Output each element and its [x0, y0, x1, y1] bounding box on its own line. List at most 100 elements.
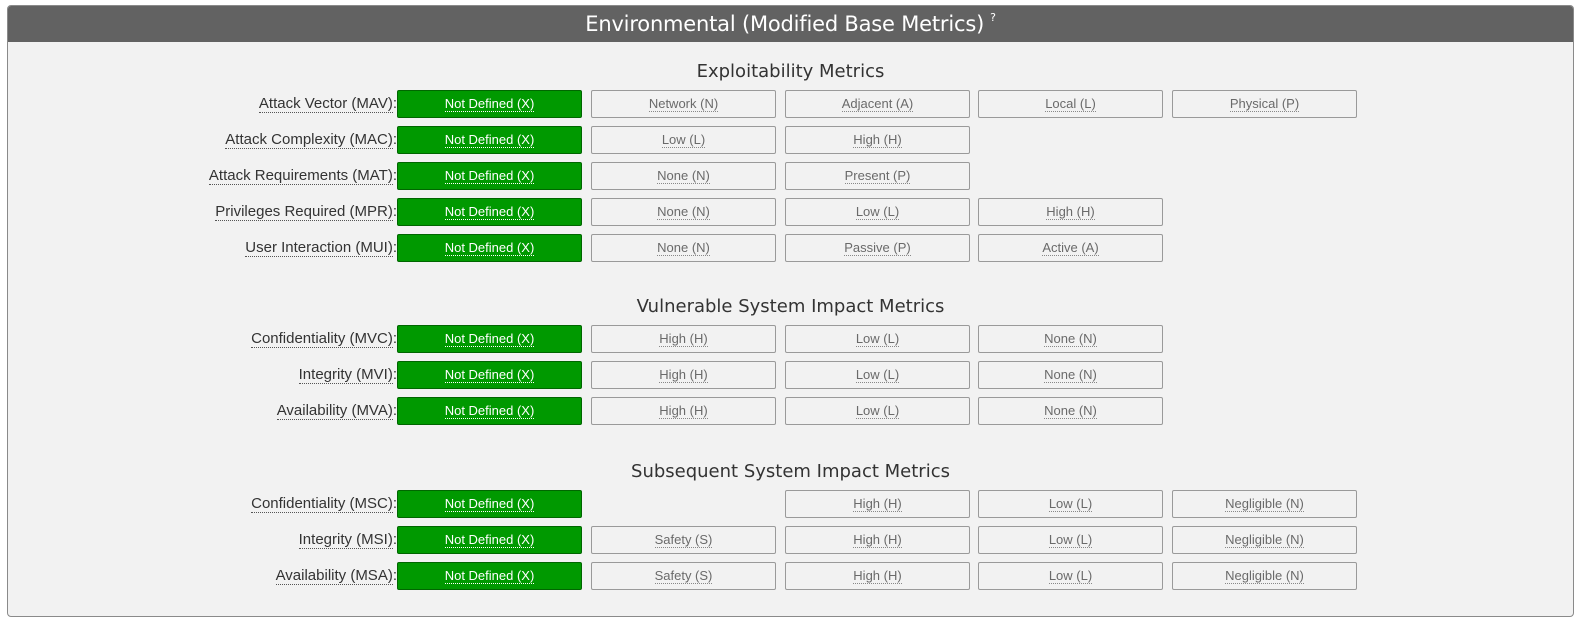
- metric-label-text[interactable]: Confidentiality (MVC): [251, 330, 393, 348]
- panel-header: Environmental (Modified Base Metrics) ?: [8, 6, 1573, 42]
- metric-label: Attack Complexity (MAC):: [225, 131, 397, 149]
- option-label: None (N): [1044, 366, 1097, 383]
- option-button-not-defined[interactable]: Not Defined (X): [397, 397, 582, 425]
- option-button-low[interactable]: Low (L): [591, 126, 776, 154]
- option-label: None (N): [657, 203, 710, 220]
- option-label: Present (P): [844, 167, 911, 184]
- metric-row-privileges-required: Privileges Required (MPR): Not Defined (X…: [8, 198, 1573, 226]
- option-button-negligible[interactable]: Negligible (N): [1172, 526, 1357, 554]
- option-label: Not Defined (X): [444, 203, 535, 220]
- option-label: High (H): [853, 567, 902, 584]
- option-label: Safety (S): [654, 567, 713, 584]
- option-label: None (N): [1044, 330, 1097, 347]
- option-button-local[interactable]: Local (L): [978, 90, 1163, 118]
- option-button-safety[interactable]: Safety (S): [591, 562, 776, 590]
- option-button-network[interactable]: Network (N): [591, 90, 776, 118]
- help-icon[interactable]: ?: [990, 10, 996, 24]
- metric-label-text[interactable]: Attack Requirements (MAT): [208, 167, 393, 185]
- metric-row-user-interaction: User Interaction (MUI): Not Defined (X) No…: [8, 234, 1573, 262]
- option-button-high[interactable]: High (H): [785, 126, 970, 154]
- option-button-low[interactable]: Low (L): [978, 562, 1163, 590]
- panel-title: Environmental (Modified Base Metrics): [585, 12, 985, 36]
- option-button-low[interactable]: Low (L): [785, 397, 970, 425]
- option-button-low[interactable]: Low (L): [785, 361, 970, 389]
- option-button-none[interactable]: None (N): [591, 198, 776, 226]
- option-button-low[interactable]: Low (L): [785, 325, 970, 353]
- metric-label-text[interactable]: Availability (MVA): [276, 402, 393, 420]
- option-label: Local (L): [1045, 95, 1096, 112]
- option-button-low[interactable]: Low (L): [785, 198, 970, 226]
- option-label: None (N): [657, 239, 710, 256]
- option-button-high[interactable]: High (H): [978, 198, 1163, 226]
- metric-label-text[interactable]: Attack Complexity (MAC): [225, 131, 393, 149]
- option-button-present[interactable]: Present (P): [785, 162, 970, 190]
- option-label: Low (L): [1048, 495, 1093, 512]
- option-button-not-defined[interactable]: Not Defined (X): [397, 162, 582, 190]
- option-button-none[interactable]: None (N): [978, 325, 1163, 353]
- option-label: Physical (P): [1229, 95, 1300, 112]
- option-button-none[interactable]: None (N): [591, 162, 776, 190]
- metric-row-integrity: Integrity (MSI): Not Defined (X) Safety (S…: [8, 526, 1573, 554]
- metric-label: Attack Vector (MAV):: [258, 95, 397, 113]
- metric-row-confidentiality: Confidentiality (MSC): Not Defined (X) Hig…: [8, 490, 1573, 518]
- option-button-low[interactable]: Low (L): [978, 490, 1163, 518]
- metric-label: Confidentiality (MVC):: [251, 330, 397, 348]
- option-button-negligible[interactable]: Negligible (N): [1172, 490, 1357, 518]
- option-label: None (N): [657, 167, 710, 184]
- option-label: Not Defined (X): [444, 495, 535, 512]
- option-button-none[interactable]: None (N): [591, 234, 776, 262]
- metric-label-text[interactable]: Availability (MSA): [275, 567, 393, 585]
- metric-label-text[interactable]: Attack Vector (MAV): [258, 95, 393, 113]
- option-button-high[interactable]: High (H): [591, 397, 776, 425]
- option-label: Not Defined (X): [444, 366, 535, 383]
- option-button-not-defined[interactable]: Not Defined (X): [397, 325, 582, 353]
- option-button-adjacent[interactable]: Adjacent (A): [785, 90, 970, 118]
- option-button-active[interactable]: Active (A): [978, 234, 1163, 262]
- option-button-high[interactable]: High (H): [591, 361, 776, 389]
- option-button-not-defined[interactable]: Not Defined (X): [397, 490, 582, 518]
- option-button-high[interactable]: High (H): [785, 490, 970, 518]
- option-button-low[interactable]: Low (L): [978, 526, 1163, 554]
- metric-label-text[interactable]: Confidentiality (MSC): [251, 495, 393, 513]
- option-button-not-defined[interactable]: Not Defined (X): [397, 198, 582, 226]
- option-button-none[interactable]: None (N): [978, 397, 1163, 425]
- option-label: Negligible (N): [1225, 495, 1304, 512]
- metric-row-confidentiality: Confidentiality (MVC): Not Defined (X) Hig…: [8, 325, 1573, 353]
- option-button-physical[interactable]: Physical (P): [1172, 90, 1357, 118]
- metric-row-integrity: Integrity (MVI): Not Defined (X) High (H) L…: [8, 361, 1573, 389]
- option-button-not-defined[interactable]: Not Defined (X): [397, 562, 582, 590]
- option-label: High (H): [853, 495, 902, 512]
- option-label: Not Defined (X): [444, 239, 535, 256]
- option-button-not-defined[interactable]: Not Defined (X): [397, 234, 582, 262]
- metric-label-text[interactable]: User Interaction (MUI): [245, 239, 393, 257]
- metric-label-text[interactable]: Privileges Required (MPR): [215, 203, 393, 221]
- option-label: Not Defined (X): [444, 95, 535, 112]
- option-label: Network (N): [648, 95, 719, 112]
- option-label: Negligible (N): [1225, 567, 1304, 584]
- option-label: Low (L): [1048, 531, 1093, 548]
- section-title: Subsequent System Impact Metrics: [631, 461, 950, 482]
- option-button-not-defined[interactable]: Not Defined (X): [397, 90, 582, 118]
- metric-label: Attack Requirements (MAT):: [208, 167, 397, 185]
- option-button-none[interactable]: None (N): [978, 361, 1163, 389]
- option-button-not-defined[interactable]: Not Defined (X): [397, 361, 582, 389]
- metric-label-text[interactable]: Integrity (MVI): [298, 366, 393, 384]
- option-label: None (N): [1044, 402, 1097, 419]
- metric-label-text[interactable]: Integrity (MSI): [298, 531, 393, 549]
- metric-row-availability: Availability (MVA): Not Defined (X) High (…: [8, 397, 1573, 425]
- option-button-high[interactable]: High (H): [785, 562, 970, 590]
- option-label: High (H): [659, 402, 708, 419]
- option-label: Not Defined (X): [444, 330, 535, 347]
- section-exploitability-metrics: Exploitability Metrics Attack Vector (MAV…: [8, 60, 1573, 262]
- metric-label: Availability (MVA):: [276, 402, 397, 420]
- option-button-passive[interactable]: Passive (P): [785, 234, 970, 262]
- option-label: Not Defined (X): [444, 531, 535, 548]
- option-button-not-defined[interactable]: Not Defined (X): [397, 126, 582, 154]
- option-button-high[interactable]: High (H): [785, 526, 970, 554]
- option-button-not-defined[interactable]: Not Defined (X): [397, 526, 582, 554]
- metric-label: Integrity (MVI):: [298, 366, 397, 384]
- option-button-high[interactable]: High (H): [591, 325, 776, 353]
- option-button-negligible[interactable]: Negligible (N): [1172, 562, 1357, 590]
- option-button-safety[interactable]: Safety (S): [591, 526, 776, 554]
- option-label: Low (L): [855, 402, 900, 419]
